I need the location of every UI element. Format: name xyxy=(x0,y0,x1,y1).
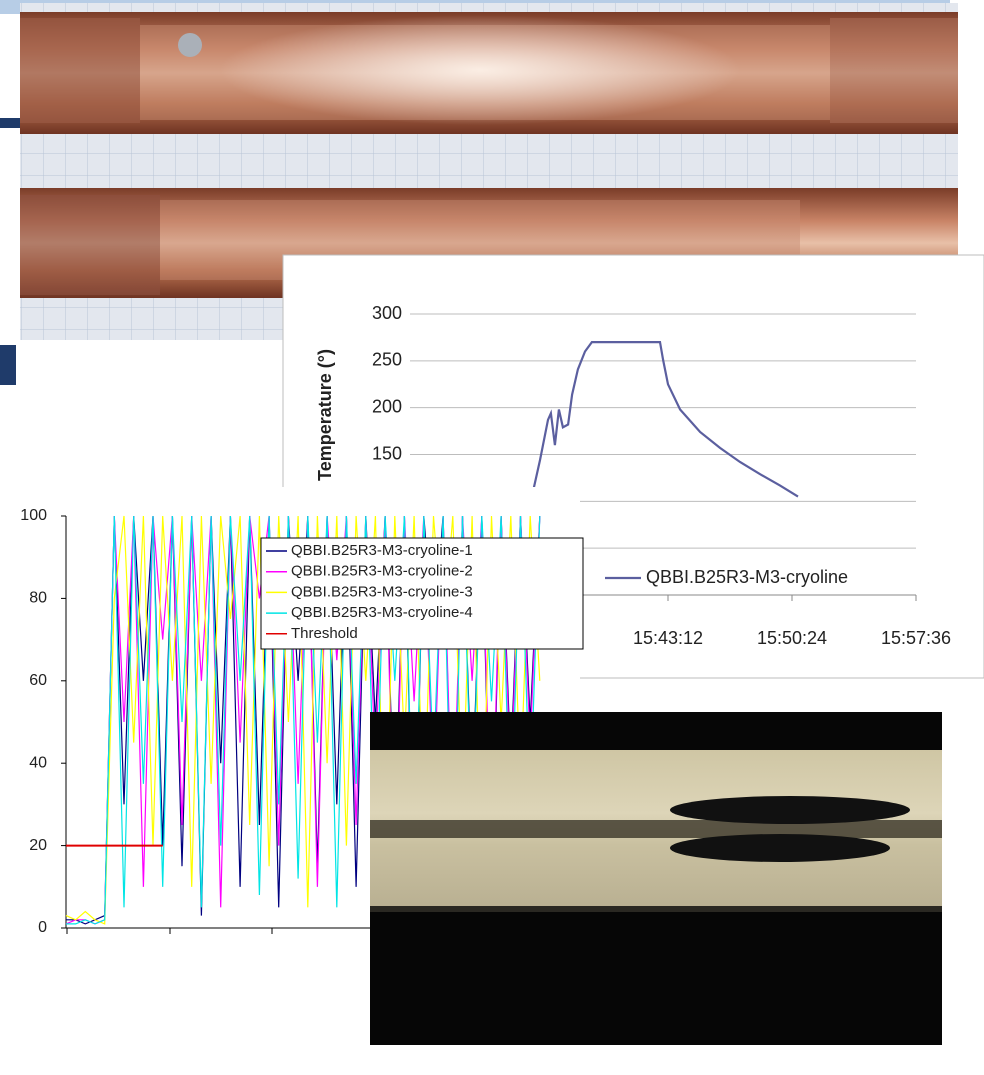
legend-label: QBBI.B25R3-M3-cryoline-2 xyxy=(291,563,473,580)
y-tick-label: 0 xyxy=(38,919,47,936)
legend-label: QBBI.B25R3-M3-cryoline-1 xyxy=(291,542,473,559)
legend-label: QBBI.B25R3-M3-cryoline-4 xyxy=(291,604,473,621)
legend-label: QBBI.B25R3-M3-cryoline xyxy=(646,567,848,587)
y-tick-label: 60 xyxy=(29,672,47,689)
slide-mark xyxy=(0,118,20,128)
x-tick-label: 15:43:12 xyxy=(633,628,703,648)
y-tick-label: 100 xyxy=(20,507,47,524)
y-tick-label: 20 xyxy=(29,837,47,854)
legend-box xyxy=(260,537,584,650)
x-tick-label: 15:50:24 xyxy=(757,628,827,648)
slide-mark xyxy=(0,345,16,385)
y-tick-label: 250 xyxy=(372,350,402,370)
photo-xray xyxy=(370,712,942,1045)
legend-label: QBBI.B25R3-M3-cryoline-3 xyxy=(291,583,473,600)
y-axis-label: Temperature (°) xyxy=(315,349,335,481)
y-tick-label: 80 xyxy=(29,590,47,607)
x-tick-label: 15:57:36 xyxy=(881,628,951,648)
y-tick-label: 40 xyxy=(29,754,47,771)
y-tick-label: 150 xyxy=(372,443,402,463)
y-tick-label: 200 xyxy=(372,396,402,416)
legend-label: Threshold xyxy=(291,625,358,642)
data-line xyxy=(518,341,799,596)
y-tick-label: 300 xyxy=(372,303,402,323)
